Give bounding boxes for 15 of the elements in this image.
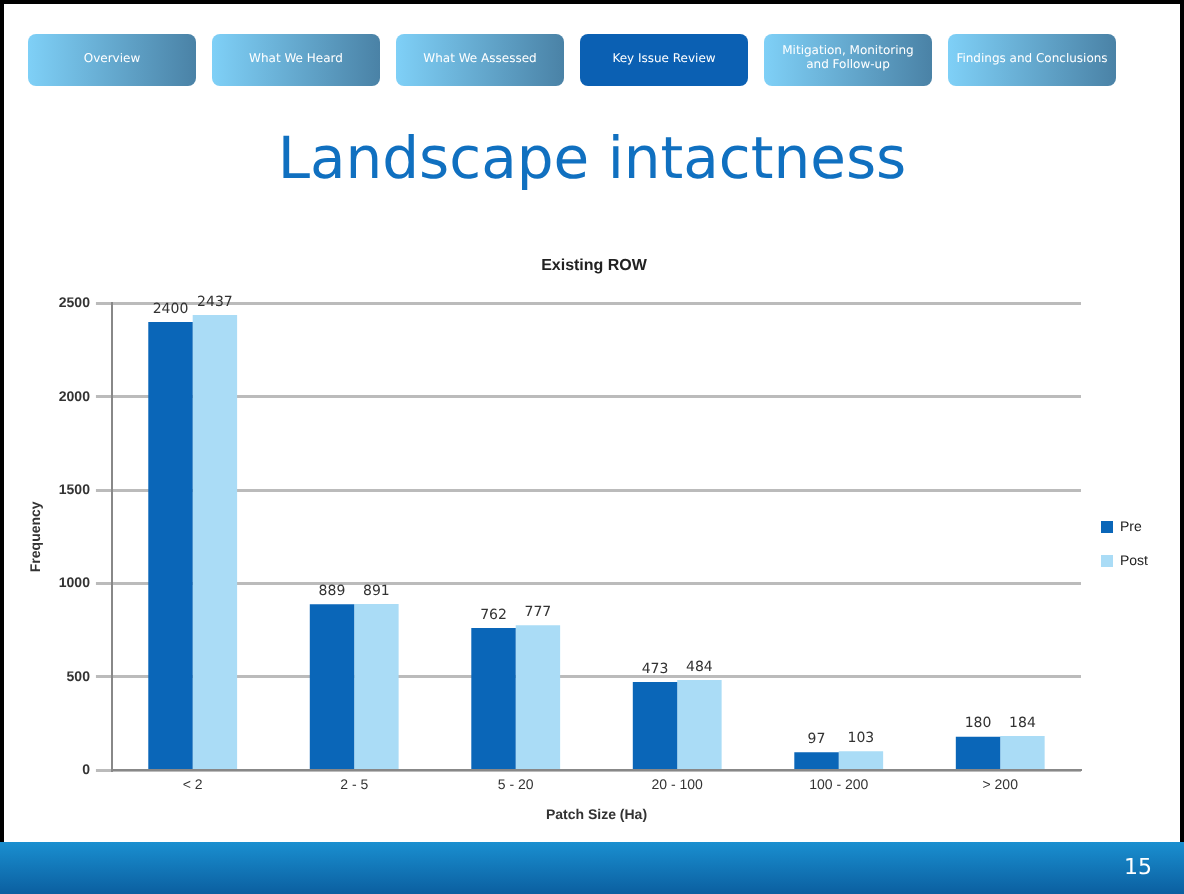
bar xyxy=(309,604,355,769)
bar xyxy=(838,751,884,769)
bar xyxy=(1000,736,1045,769)
bar xyxy=(515,625,561,769)
bar xyxy=(192,314,238,769)
bar xyxy=(677,679,722,769)
text: 15 xyxy=(1124,854,1152,880)
chart-title: Landscape intactness xyxy=(275,124,909,192)
bar xyxy=(632,682,678,769)
bar xyxy=(794,752,839,769)
bar xyxy=(471,628,516,769)
chart-subtitle: Existing ROW xyxy=(541,256,648,275)
bar xyxy=(955,736,1001,769)
bar xyxy=(354,603,399,769)
bar xyxy=(148,321,193,769)
